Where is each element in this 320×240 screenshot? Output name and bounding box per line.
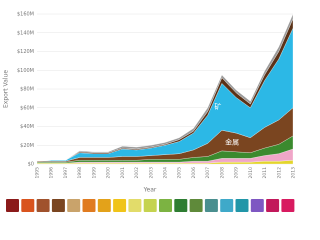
- y-tick-label: $100M: [17, 68, 34, 74]
- category-icon: [266, 199, 280, 212]
- category-icon: [97, 199, 111, 212]
- y-tick-label: $120M: [17, 49, 34, 55]
- y-tick-label: $60M: [20, 105, 34, 111]
- x-tick-label: 2002: [134, 167, 140, 179]
- x-axis-title: Year: [143, 187, 157, 194]
- chart: Export Value Year $0 $20M $40M $60M $80M $100…: [3, 12, 297, 212]
- x-tick-label: 2004: [163, 167, 169, 179]
- x-tick-label: 2012: [276, 167, 282, 179]
- category-icon: [51, 199, 65, 212]
- y-tick-label: $140M: [17, 30, 34, 36]
- y-axis-title: Export Value: [3, 70, 10, 108]
- category-icon: [82, 199, 96, 212]
- x-tick-label: 2006: [191, 167, 197, 179]
- y-tick-label: $80M: [20, 87, 34, 93]
- icon-row: [6, 199, 295, 212]
- x-tick-label: 2007: [205, 167, 211, 179]
- category-icon: [6, 199, 19, 212]
- x-tick-label: 1999: [91, 167, 97, 179]
- area-label: 矿: [214, 102, 221, 111]
- category-icon: [235, 199, 249, 212]
- category-icon: [21, 199, 35, 212]
- x-tick-label: 1996: [49, 167, 55, 179]
- x-tick-label: 1995: [35, 167, 41, 179]
- category-icon: [143, 199, 157, 212]
- area-label: 金属: [225, 137, 239, 146]
- x-tick-label: 2000: [106, 167, 112, 179]
- x-tick-label: 2009: [234, 167, 240, 179]
- category-icon: [113, 199, 127, 212]
- category-icon: [67, 199, 81, 212]
- x-tick-label: 1998: [77, 167, 83, 179]
- x-tick-label: 2008: [219, 167, 225, 179]
- x-tick-label: 2013: [291, 167, 297, 179]
- x-tick-label: 2011: [262, 167, 268, 179]
- category-icon: [220, 199, 234, 212]
- category-icon: [36, 199, 50, 212]
- x-tick-label: 2005: [177, 167, 183, 179]
- y-tick-label: $0: [28, 162, 34, 168]
- category-icon: [250, 199, 264, 212]
- x-tick-label: 2001: [120, 167, 126, 179]
- area: [36, 13, 294, 162]
- category-icon: [159, 199, 172, 212]
- y-tick-label: $160M: [17, 12, 34, 18]
- x-tick-label: 1997: [63, 167, 69, 179]
- category-icon: [128, 199, 142, 212]
- x-tick-label: 2003: [148, 167, 154, 179]
- category-icon: [189, 199, 203, 212]
- category-icon: [174, 199, 188, 212]
- category-icon: [281, 199, 295, 212]
- y-tick-label: $40M: [20, 124, 34, 130]
- y-tick-label: $20M: [20, 143, 34, 149]
- category-icon: [204, 199, 218, 212]
- x-tick-label: 2010: [248, 167, 254, 179]
